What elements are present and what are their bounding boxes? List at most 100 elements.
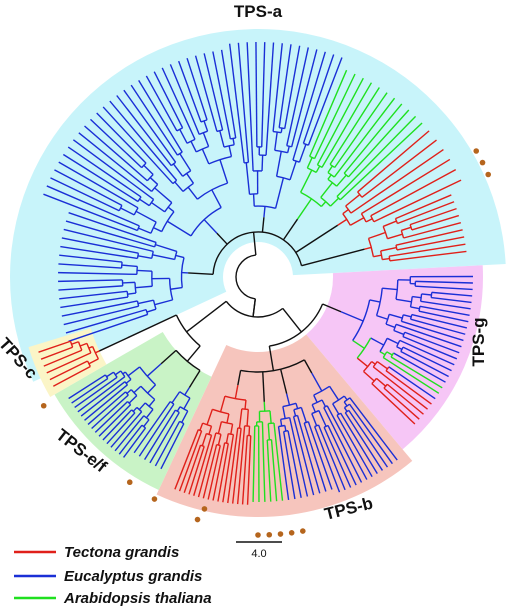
tree-branch-radial bbox=[404, 331, 460, 354]
tree-branch-radial bbox=[321, 399, 327, 407]
tree-branch-radial bbox=[350, 217, 365, 226]
tree-branch-radial bbox=[403, 221, 462, 239]
tree-branch-arc bbox=[206, 432, 212, 436]
tree-branch-radial bbox=[68, 374, 106, 400]
tree-branch-radial bbox=[282, 406, 286, 419]
tree-branch-radial bbox=[397, 201, 455, 225]
tree-branch-radial bbox=[153, 227, 163, 233]
tree-branch-radial bbox=[320, 182, 333, 198]
tree-branch-radial bbox=[96, 112, 147, 164]
tree-branch-arc bbox=[223, 144, 235, 148]
tree-branch-radial bbox=[84, 125, 148, 182]
tree-branch-radial bbox=[138, 403, 175, 457]
tree-branch-arc bbox=[430, 292, 433, 298]
tree-branch-radial bbox=[211, 189, 222, 208]
tree-branch-radial bbox=[411, 313, 468, 329]
tree-branch-radial bbox=[238, 408, 243, 429]
tree-branch-radial bbox=[267, 423, 271, 440]
tree-branch-arc bbox=[126, 291, 129, 298]
tree-branch-radial bbox=[219, 130, 225, 148]
tree-branch-radial bbox=[357, 130, 430, 193]
tree-branch-radial bbox=[372, 366, 428, 410]
tree-branch-radial bbox=[293, 409, 297, 417]
tree-branch-radial bbox=[383, 387, 420, 420]
tree-branch-radial bbox=[403, 314, 412, 318]
tree-branch-radial bbox=[344, 412, 384, 471]
tree-branch-radial bbox=[333, 97, 396, 178]
tree-branch-radial bbox=[339, 122, 423, 201]
tree-branch-radial bbox=[54, 169, 123, 207]
tree-branch-radial bbox=[418, 310, 469, 323]
tree-branch-arc bbox=[139, 366, 157, 386]
tree-branch-radial bbox=[174, 181, 184, 192]
tree-branch-radial bbox=[387, 233, 403, 240]
tree-branch-radial bbox=[202, 132, 210, 147]
tree-branch-radial bbox=[99, 314, 177, 352]
tree-branch-radial bbox=[106, 371, 114, 378]
tree-branch-radial bbox=[342, 208, 349, 215]
tree-branch-arc bbox=[86, 360, 91, 367]
tree-branch-radial bbox=[126, 389, 132, 395]
tree-branch-arc bbox=[329, 163, 336, 169]
tree-branch-radial bbox=[87, 391, 126, 425]
tree-branch-radial bbox=[186, 57, 208, 121]
tree-branch-radial bbox=[395, 323, 462, 348]
tree-branch-radial bbox=[88, 358, 99, 365]
tree-branch-radial bbox=[225, 433, 229, 444]
terpene-marker-dot bbox=[473, 148, 480, 154]
tree-branch-radial bbox=[361, 158, 451, 215]
tree-branch-arc bbox=[140, 385, 156, 401]
tree-branch-radial bbox=[380, 246, 397, 252]
tree-branch-radial bbox=[146, 363, 162, 377]
tree-branch-radial bbox=[327, 425, 357, 486]
tree-branch-radial bbox=[143, 419, 150, 428]
tree-branch-radial bbox=[287, 430, 302, 498]
tree-branch-radial bbox=[179, 153, 192, 172]
tree-branch-radial bbox=[154, 187, 173, 204]
tree-branch-arc bbox=[172, 179, 178, 185]
tree-branch-radial bbox=[337, 218, 348, 226]
tree-branch-radial bbox=[343, 401, 348, 407]
terpene-marker-dot bbox=[126, 479, 133, 486]
tree-branch-radial bbox=[402, 346, 452, 372]
tree-branch-radial bbox=[376, 314, 388, 320]
tree-branch-radial bbox=[80, 381, 126, 417]
tree-branch-radial bbox=[71, 341, 79, 345]
tree-branch-radial bbox=[419, 305, 470, 316]
tree-branch-radial bbox=[373, 254, 382, 258]
tree-branch-radial bbox=[193, 434, 213, 496]
tree-branch-radial bbox=[184, 387, 191, 396]
tree-branch-radial bbox=[318, 410, 327, 427]
tree-branch-arc bbox=[370, 215, 375, 223]
tree-branch-radial bbox=[59, 290, 128, 300]
tree-branch-radial bbox=[348, 409, 389, 468]
tree-branch-radial bbox=[290, 49, 318, 148]
tree-branch-radial bbox=[138, 227, 152, 234]
tree-branch-radial bbox=[320, 201, 327, 207]
tree-branch-radial bbox=[58, 285, 123, 291]
tree-branch-radial bbox=[386, 351, 393, 356]
tree-branch-radial bbox=[311, 413, 318, 427]
tree-branch-radial bbox=[390, 356, 443, 389]
tree-branch-radial bbox=[280, 128, 283, 133]
tree-branch-arc bbox=[148, 199, 155, 207]
tree-branch-radial bbox=[421, 293, 432, 296]
tree-branch-radial bbox=[145, 409, 154, 419]
tree-branch-radial bbox=[197, 432, 217, 498]
tree-branch-radial bbox=[363, 370, 375, 382]
tree-branch-radial bbox=[370, 169, 457, 217]
tree-branch-radial bbox=[186, 345, 201, 362]
tree-branch-arc bbox=[125, 391, 129, 396]
tree-branch-radial bbox=[143, 164, 154, 175]
tree-branch-radial bbox=[74, 376, 118, 409]
tree-branch-radial bbox=[186, 173, 195, 184]
tree-branch-radial bbox=[190, 140, 197, 153]
tree-branch-radial bbox=[244, 400, 247, 410]
tree-branch-radial bbox=[49, 360, 88, 381]
tree-branch-radial bbox=[296, 198, 313, 220]
tree-branch-radial bbox=[303, 359, 313, 374]
tree-branch-radial bbox=[234, 385, 239, 399]
tree-branch-radial bbox=[246, 42, 254, 172]
tree-branch-radial bbox=[382, 257, 390, 261]
tree-branch-radial bbox=[206, 409, 214, 425]
